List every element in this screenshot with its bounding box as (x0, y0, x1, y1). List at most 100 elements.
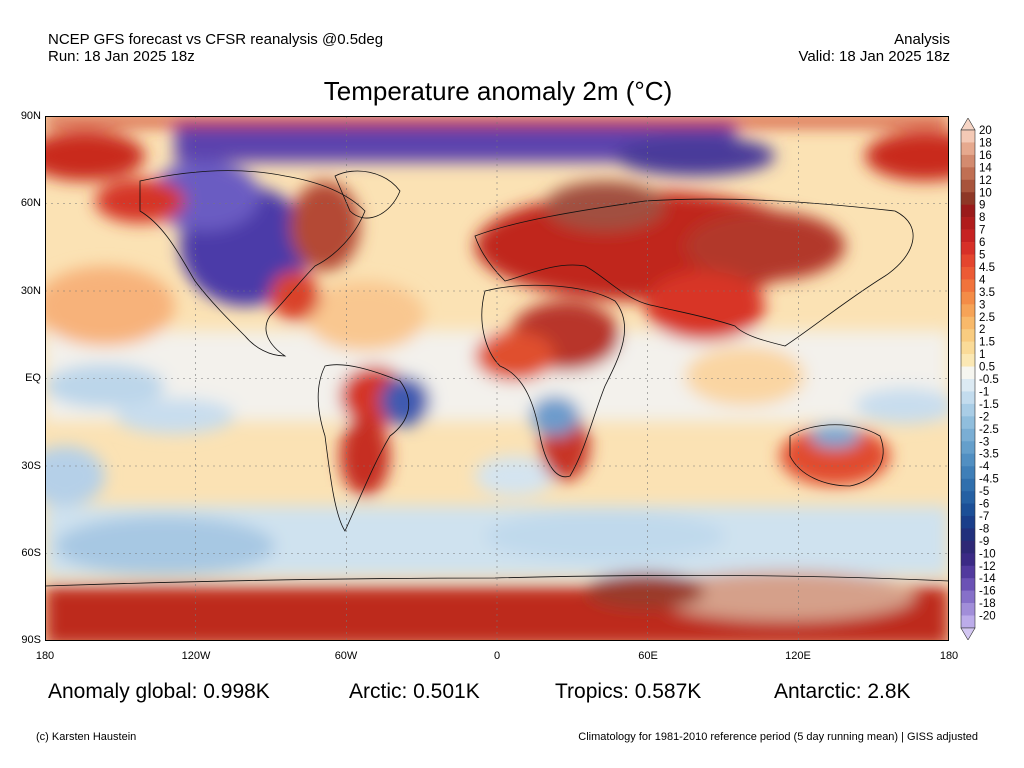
colorbar-label: -5 (979, 486, 989, 498)
climatology-note: Climatology for 1981-2010 reference peri… (578, 731, 978, 743)
colorbar-swatch (961, 428, 975, 442)
colorbar-label: 20 (979, 125, 992, 137)
colorbar-swatch (961, 503, 975, 517)
colorbar-swatch (961, 329, 975, 342)
run-time: Run: 18 Jan 2025 18z (48, 48, 195, 65)
lat-label: 90S (21, 634, 41, 646)
colorbar-swatch (961, 540, 975, 554)
colorbar-label: -16 (979, 586, 996, 598)
colorbar-label: 4.5 (979, 262, 995, 274)
colorbar-label: -14 (979, 573, 996, 585)
lat-label: 90N (20, 110, 41, 122)
colorbar-label: -0.5 (979, 374, 999, 386)
lon-label: 120W (181, 650, 211, 662)
lon-label: 60E (638, 650, 658, 662)
colorbar-label: 6 (979, 237, 985, 249)
colorbar-label: 14 (979, 162, 992, 174)
colorbar-label: -8 (979, 523, 989, 535)
colorbar-swatch (961, 528, 975, 542)
colorbar-swatch (961, 304, 975, 318)
colorbar-label: -2 (979, 411, 989, 423)
colorbar-swatch (961, 466, 975, 479)
lat-label: 30S (21, 460, 41, 472)
colorbar-label: -3 (979, 436, 989, 448)
colorbar-label: 10 (979, 187, 992, 199)
colorbar-swatch (961, 130, 975, 143)
colorbar-label: -7 (979, 511, 989, 523)
colorbar-swatch (961, 478, 975, 492)
colorbar-swatch (961, 192, 975, 205)
colorbar-label: -10 (979, 548, 996, 560)
colorbar-swatch (961, 316, 975, 330)
colorbar-label: 16 (979, 150, 992, 162)
colorbar-label: 8 (979, 212, 985, 224)
colorbar-swatch (961, 441, 975, 454)
lat-label: EQ (25, 372, 41, 384)
colorbar-label: 1 (979, 349, 985, 361)
lat-label: 30N (20, 285, 41, 297)
colorbar-label: -6 (979, 499, 989, 511)
colorbar-swatch (961, 416, 975, 430)
tropics-anomaly: Tropics: 0.587K (555, 680, 702, 703)
global-anomaly: Anomaly global: 0.998K (48, 680, 270, 703)
colorbar-label: 0.5 (979, 362, 995, 374)
colorbar-swatch (961, 242, 975, 255)
colorbar-label: 5 (979, 250, 985, 262)
colorbar-swatch (961, 453, 975, 467)
colorbar-label: -3.5 (979, 449, 999, 461)
colorbar: 201816141210987654.543.532.521.510.5-0.5… (960, 118, 999, 640)
colorbar-label: 12 (979, 175, 992, 187)
colorbar-swatch (961, 366, 975, 380)
graticule (45, 116, 949, 641)
lat-label: 60N (20, 197, 41, 209)
colorbar-swatch (961, 403, 975, 417)
colorbar-swatch (961, 391, 975, 405)
map-title: Temperature anomaly 2m (°C) (323, 76, 673, 106)
anomaly-map (45, 116, 949, 641)
colorbar-swatch (961, 379, 975, 392)
colorbar-swatch (961, 279, 975, 293)
lon-label: 180 (35, 650, 55, 662)
colorbar-swatch (961, 578, 975, 591)
colorbar-label: -4.5 (979, 474, 999, 486)
valid-time: Valid: 18 Jan 2025 18z (798, 48, 950, 65)
colorbar-label: -1.5 (979, 399, 999, 411)
colorbar-label: 18 (979, 137, 992, 149)
analysis-label: Analysis (894, 31, 950, 48)
colorbar-label: -1 (979, 386, 989, 398)
colorbar-swatch (961, 603, 975, 616)
coastlines (45, 170, 949, 587)
arctic-anomaly: Arctic: 0.501K (349, 680, 480, 703)
colorbar-swatch (961, 615, 975, 629)
colorbar-label: 3.5 (979, 287, 995, 299)
colorbar-swatch (961, 229, 975, 243)
colorbar-label: 9 (979, 200, 985, 212)
colorbar-label: -4 (979, 461, 990, 473)
colorbar-label: -2.5 (979, 424, 999, 436)
colorbar-label: 7 (979, 225, 985, 237)
lon-label: 0 (493, 650, 501, 662)
colorbar-label: -18 (979, 598, 996, 610)
colorbar-label: 2.5 (979, 312, 995, 324)
lon-label: 120E (785, 650, 811, 662)
colorbar-min-arrow (960, 627, 976, 640)
colorbar-swatch (961, 565, 975, 579)
colorbar-swatch (961, 167, 975, 181)
colorbar-max-arrow (960, 118, 976, 131)
colorbar-swatch (961, 179, 975, 193)
lat-label: 60S (21, 547, 41, 559)
colorbar-swatch (961, 291, 975, 305)
credit: (c) Karsten Haustein (36, 731, 137, 743)
colorbar-swatch (961, 354, 975, 367)
colorbar-swatch (961, 142, 975, 156)
colorbar-swatch (961, 553, 975, 567)
colorbar-swatch (961, 154, 975, 168)
colorbar-swatch (961, 590, 975, 604)
colorbar-label: -12 (979, 561, 996, 573)
colorbar-label: 1.5 (979, 337, 995, 349)
model-description: NCEP GFS forecast vs CFSR reanalysis @0.… (48, 31, 384, 48)
colorbar-swatch (961, 491, 975, 504)
lon-label: 180 (939, 650, 959, 662)
colorbar-swatch (961, 341, 975, 355)
colorbar-label: 4 (979, 274, 986, 286)
